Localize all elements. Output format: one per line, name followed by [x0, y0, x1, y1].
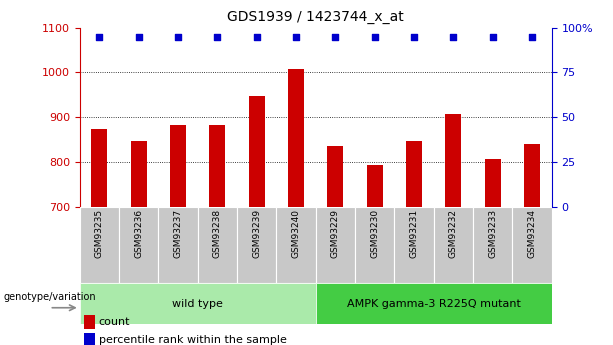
Text: wild type: wild type — [172, 299, 223, 308]
Point — [291, 34, 301, 39]
Bar — [406, 141, 422, 207]
Point — [449, 34, 459, 39]
Bar — [170, 125, 186, 207]
Bar — [512, 207, 552, 283]
Point — [409, 34, 419, 39]
Point — [134, 34, 143, 39]
Bar — [473, 207, 512, 283]
Text: GSM93240: GSM93240 — [292, 208, 300, 257]
Text: GSM93239: GSM93239 — [252, 208, 261, 258]
Bar — [80, 207, 119, 283]
Point — [370, 34, 379, 39]
Bar — [197, 207, 237, 283]
Bar — [367, 165, 383, 207]
Bar — [85, 333, 95, 345]
Bar — [85, 315, 95, 329]
Text: GSM93236: GSM93236 — [134, 208, 143, 258]
Bar — [288, 69, 304, 207]
Bar — [524, 144, 540, 207]
Bar — [249, 96, 265, 207]
Bar — [91, 128, 107, 207]
Point — [330, 34, 340, 39]
Bar — [316, 283, 552, 324]
Point — [213, 34, 223, 39]
Bar — [485, 159, 501, 207]
Bar — [210, 125, 225, 207]
Bar — [237, 207, 276, 283]
Point — [527, 34, 537, 39]
Point — [173, 34, 183, 39]
Bar — [316, 207, 355, 283]
Text: AMPK gamma-3 R225Q mutant: AMPK gamma-3 R225Q mutant — [347, 299, 520, 308]
Text: GSM93234: GSM93234 — [528, 208, 536, 257]
Bar — [158, 207, 198, 283]
Title: GDS1939 / 1423744_x_at: GDS1939 / 1423744_x_at — [227, 10, 404, 24]
Bar — [131, 141, 147, 207]
Text: count: count — [99, 317, 130, 327]
Point — [94, 34, 104, 39]
Text: GSM93233: GSM93233 — [488, 208, 497, 258]
Text: GSM93238: GSM93238 — [213, 208, 222, 258]
Bar — [119, 207, 158, 283]
Text: percentile rank within the sample: percentile rank within the sample — [99, 335, 286, 345]
Bar — [327, 146, 343, 207]
Text: genotype/variation: genotype/variation — [3, 293, 96, 302]
Bar — [446, 114, 461, 207]
Text: GSM93235: GSM93235 — [95, 208, 104, 258]
Text: GSM93230: GSM93230 — [370, 208, 379, 258]
Bar — [355, 207, 394, 283]
Point — [252, 34, 262, 39]
Bar — [394, 207, 434, 283]
Point — [488, 34, 498, 39]
Bar — [80, 283, 316, 324]
Text: GSM93232: GSM93232 — [449, 208, 458, 257]
Text: GSM93237: GSM93237 — [173, 208, 183, 258]
Bar — [276, 207, 316, 283]
Text: GSM93231: GSM93231 — [409, 208, 419, 258]
Bar — [434, 207, 473, 283]
Text: GSM93229: GSM93229 — [331, 208, 340, 257]
